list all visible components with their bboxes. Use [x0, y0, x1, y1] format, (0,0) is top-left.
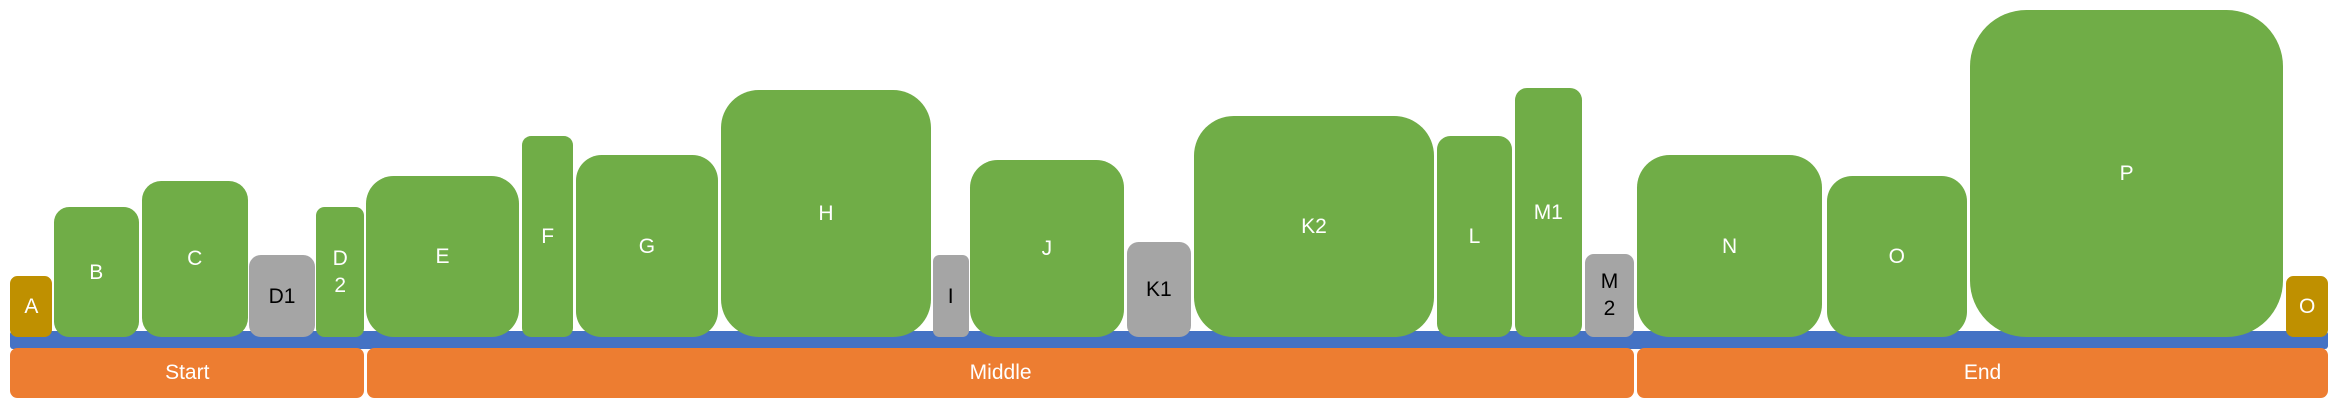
block: O: [2286, 276, 2329, 338]
block: E: [365, 176, 520, 338]
block: N: [1637, 155, 1823, 338]
block: G: [576, 155, 718, 338]
block: P: [1969, 10, 2284, 338]
phase-bar: Middle: [367, 347, 1635, 399]
block: D2: [316, 207, 365, 338]
block: J: [970, 159, 1124, 338]
block: F: [522, 135, 574, 338]
block: C: [141, 180, 248, 338]
block: D1: [249, 255, 315, 338]
block: K1: [1126, 241, 1191, 338]
block: H: [720, 89, 932, 338]
phase-bar: Start: [10, 347, 365, 399]
block: I: [932, 255, 969, 338]
block: O: [1826, 176, 1967, 338]
block: A: [10, 276, 53, 338]
block: K2: [1193, 116, 1435, 338]
block: L: [1437, 135, 1512, 338]
block: B: [53, 207, 139, 338]
block: M1: [1514, 88, 1582, 338]
phase-bar: End: [1637, 347, 2329, 399]
block: M2: [1584, 253, 1635, 338]
